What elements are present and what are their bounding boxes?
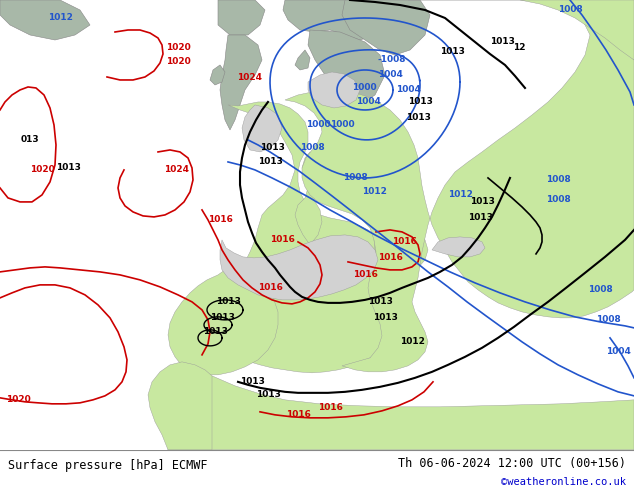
Text: 1016: 1016	[269, 235, 294, 245]
Polygon shape	[242, 105, 282, 152]
Text: 1020: 1020	[165, 44, 190, 52]
Text: 1000: 1000	[330, 121, 354, 129]
Text: 1013: 1013	[202, 327, 228, 336]
Polygon shape	[220, 35, 262, 130]
Text: 1016: 1016	[318, 403, 342, 413]
Polygon shape	[308, 30, 385, 105]
Polygon shape	[148, 362, 212, 450]
Text: 1008: 1008	[595, 316, 621, 324]
Text: 1013: 1013	[257, 157, 282, 167]
Polygon shape	[285, 0, 634, 372]
Polygon shape	[520, 0, 634, 60]
Text: 1013: 1013	[216, 297, 240, 306]
Polygon shape	[168, 268, 278, 375]
Text: 1013: 1013	[240, 377, 264, 386]
Text: 12: 12	[513, 44, 525, 52]
Text: -1008: -1008	[378, 55, 406, 65]
Text: 1000: 1000	[306, 121, 330, 129]
Text: 1016: 1016	[378, 253, 403, 263]
Text: 1013: 1013	[470, 197, 495, 206]
Text: 1016: 1016	[285, 410, 311, 419]
Text: 1013: 1013	[408, 98, 432, 106]
Polygon shape	[218, 102, 388, 373]
Text: 1020: 1020	[30, 166, 55, 174]
Text: 1013: 1013	[368, 297, 392, 306]
Polygon shape	[283, 0, 395, 40]
Polygon shape	[432, 237, 485, 257]
Text: 1013: 1013	[259, 144, 285, 152]
Polygon shape	[295, 152, 330, 245]
Text: 1008: 1008	[342, 173, 367, 182]
Polygon shape	[295, 50, 310, 70]
Text: 1013: 1013	[406, 114, 430, 122]
Text: 1008: 1008	[588, 285, 612, 294]
Text: Surface pressure [hPa] ECMWF: Surface pressure [hPa] ECMWF	[8, 460, 207, 472]
Text: 1020: 1020	[6, 395, 30, 404]
Polygon shape	[210, 65, 225, 85]
Text: 1012: 1012	[448, 191, 472, 199]
Text: 1024: 1024	[238, 74, 262, 82]
Text: 1004: 1004	[356, 98, 380, 106]
Polygon shape	[0, 0, 90, 40]
Text: Th 06-06-2024 12:00 UTC (00+156): Th 06-06-2024 12:00 UTC (00+156)	[398, 457, 626, 470]
Text: ©weatheronline.co.uk: ©weatheronline.co.uk	[501, 477, 626, 487]
Text: 1008: 1008	[546, 196, 571, 204]
Polygon shape	[308, 72, 360, 108]
Text: 1012: 1012	[361, 187, 387, 196]
Text: 013: 013	[21, 135, 39, 145]
Text: 1008: 1008	[558, 5, 583, 15]
Text: 1013: 1013	[467, 214, 493, 222]
Polygon shape	[374, 215, 428, 272]
Polygon shape	[342, 0, 430, 55]
Text: 1008: 1008	[300, 144, 325, 152]
Text: 1016: 1016	[207, 216, 233, 224]
Text: 1008: 1008	[546, 175, 571, 184]
Text: 1013: 1013	[56, 164, 81, 172]
Text: 1000: 1000	[352, 83, 377, 93]
Text: 1016: 1016	[257, 283, 282, 293]
Text: 1020: 1020	[165, 57, 190, 67]
Polygon shape	[220, 235, 378, 300]
Text: 1016: 1016	[353, 270, 377, 279]
Text: 1013: 1013	[256, 391, 280, 399]
Text: 1013: 1013	[439, 48, 465, 56]
Text: 1012: 1012	[399, 337, 424, 346]
Polygon shape	[168, 376, 634, 450]
Text: 1004: 1004	[378, 71, 403, 79]
Text: 1004: 1004	[396, 85, 420, 95]
Text: 1012: 1012	[48, 14, 72, 23]
Text: 1016: 1016	[392, 237, 417, 246]
Polygon shape	[218, 0, 265, 35]
Text: 1013: 1013	[210, 314, 235, 322]
Text: 1024: 1024	[164, 166, 190, 174]
Text: 1004: 1004	[605, 347, 630, 356]
Text: 1013: 1013	[373, 314, 398, 322]
Text: 1013: 1013	[489, 37, 514, 47]
